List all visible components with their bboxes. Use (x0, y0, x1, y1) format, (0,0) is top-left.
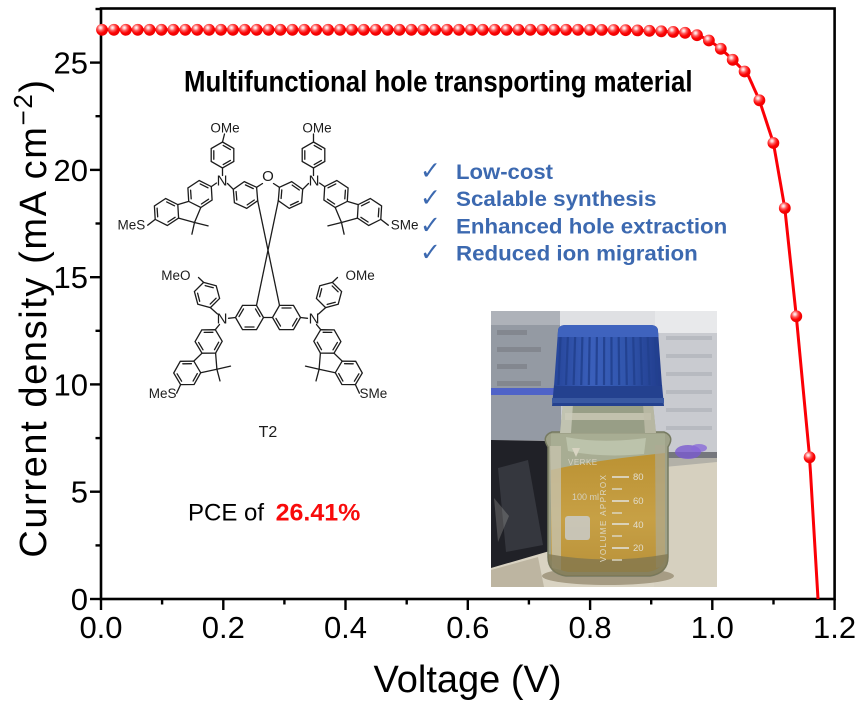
svg-text:MeS: MeS (118, 218, 146, 233)
svg-text:Reduced ion migration: Reduced ion migration (456, 243, 698, 266)
svg-text:N: N (217, 173, 228, 190)
svg-text:O: O (262, 168, 274, 185)
svg-text:20: 20 (633, 543, 644, 554)
svg-text:N: N (309, 311, 320, 328)
svg-text:MeO: MeO (161, 268, 190, 283)
svg-text:N: N (217, 311, 228, 328)
svg-text:25: 25 (54, 46, 88, 81)
svg-text:0.4: 0.4 (324, 610, 367, 645)
svg-text:0: 0 (71, 582, 88, 617)
svg-text:60: 60 (633, 496, 644, 507)
svg-text:5: 5 (71, 475, 88, 510)
svg-text:20: 20 (54, 153, 88, 188)
svg-text:0.0: 0.0 (79, 610, 122, 645)
svg-text:40: 40 (633, 520, 644, 531)
svg-text:✓: ✓ (420, 157, 441, 185)
svg-text:0.2: 0.2 (202, 610, 245, 645)
svg-text:Low-cost: Low-cost (456, 161, 553, 184)
svg-text:0.8: 0.8 (569, 610, 612, 645)
svg-text:100 ml: 100 ml (572, 492, 599, 502)
svg-text:PCE of: PCE of (188, 500, 264, 527)
svg-text:Scalable synthesis: Scalable synthesis (456, 188, 657, 211)
svg-text:✓: ✓ (420, 184, 441, 212)
svg-text:SMe: SMe (360, 386, 388, 401)
svg-text:15: 15 (54, 260, 88, 295)
svg-text:26.41%: 26.41% (276, 500, 361, 527)
svg-text:Voltage (V): Voltage (V) (374, 659, 562, 701)
svg-text:Enhanced hole extraction: Enhanced hole extraction (456, 216, 727, 239)
svg-text:T2: T2 (259, 424, 278, 441)
svg-text:1.0: 1.0 (691, 610, 734, 645)
svg-text:Current density (mA cm−2): Current density (mA cm−2) (8, 78, 55, 557)
svg-text:SMe: SMe (391, 218, 419, 233)
svg-text:OMe: OMe (302, 121, 331, 136)
svg-text:VERKE: VERKE (568, 458, 598, 467)
svg-text:Multifunctional hole transport: Multifunctional hole transporting materi… (184, 66, 693, 99)
svg-text:OMe: OMe (210, 121, 239, 136)
svg-text:✓: ✓ (420, 212, 441, 240)
svg-text:N: N (309, 173, 320, 190)
svg-text:1.2: 1.2 (813, 610, 855, 645)
svg-text:OMe: OMe (346, 268, 375, 283)
svg-text:MeS: MeS (149, 386, 177, 401)
svg-text:10: 10 (54, 367, 88, 402)
svg-text:VOLUME APPROX: VOLUME APPROX (599, 474, 608, 562)
svg-text:80: 80 (633, 472, 644, 483)
svg-text:0.6: 0.6 (446, 610, 489, 645)
svg-text:✓: ✓ (420, 239, 441, 267)
